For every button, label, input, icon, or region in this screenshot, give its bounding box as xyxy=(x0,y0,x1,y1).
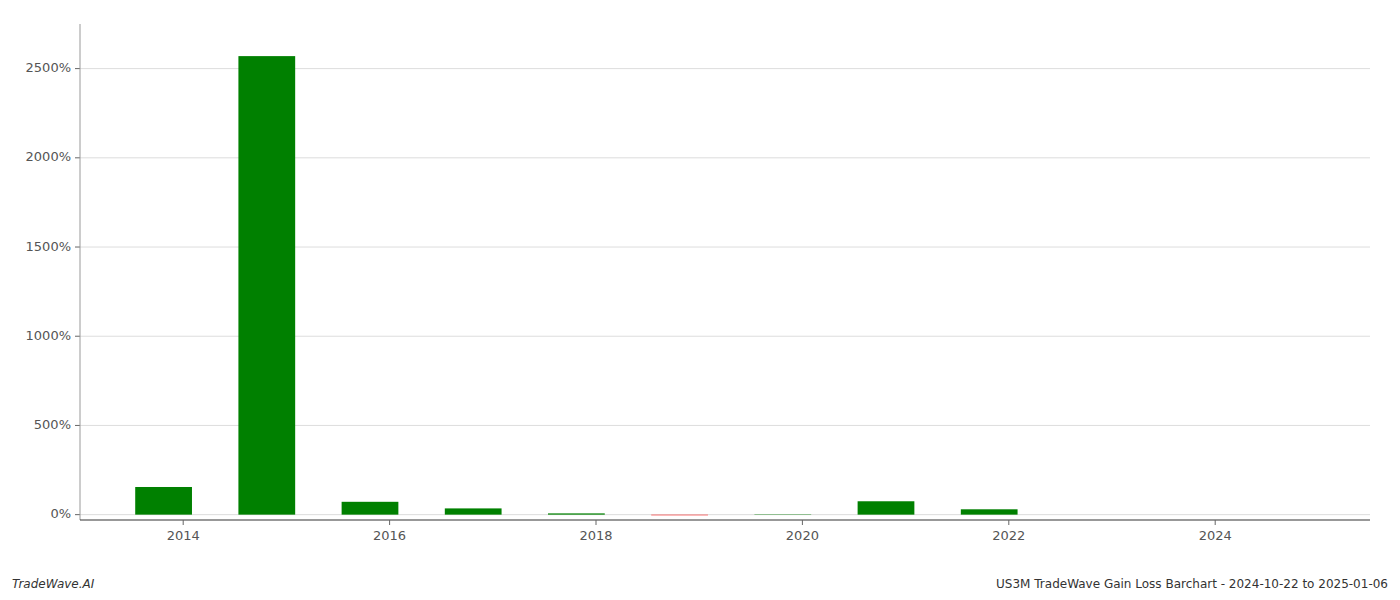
x-tick-label: 2014 xyxy=(167,528,200,543)
chart: 0%500%1000%1500%2000%2500%20142016201820… xyxy=(0,0,1400,600)
x-tick xyxy=(1008,520,1009,525)
x-tick xyxy=(389,520,390,525)
x-tick xyxy=(1215,520,1216,525)
x-tick xyxy=(183,520,184,525)
x-tick-label: 2018 xyxy=(579,528,612,543)
x-tick xyxy=(596,520,597,525)
y-tick xyxy=(75,247,80,248)
x-tick-label: 2016 xyxy=(373,528,406,543)
bar xyxy=(445,508,502,514)
y-tick xyxy=(75,157,80,158)
y-tick-label: 2500% xyxy=(26,60,71,75)
x-tick-label: 2022 xyxy=(992,528,1025,543)
bar xyxy=(1167,514,1224,515)
bar xyxy=(858,501,915,514)
y-tick xyxy=(75,336,80,337)
bar xyxy=(135,487,192,515)
y-tick xyxy=(75,514,80,515)
chart-container: 0%500%1000%1500%2000%2500%20142016201820… xyxy=(0,0,1400,600)
bar xyxy=(754,514,811,515)
footer-text: US3M TradeWave Gain Loss Barchart - 2024… xyxy=(996,577,1388,591)
y-tick-label: 1000% xyxy=(26,328,71,343)
bar xyxy=(238,56,295,515)
bar xyxy=(961,509,1018,514)
y-tick xyxy=(75,425,80,426)
x-tick xyxy=(802,520,803,525)
y-tick-label: 0% xyxy=(50,506,71,521)
footer: TradeWave.AI US3M TradeWave Gain Loss Bar… xyxy=(12,577,1388,591)
y-axis-line xyxy=(80,24,81,520)
bar xyxy=(548,513,605,514)
bar xyxy=(651,514,708,516)
y-tick-label: 500% xyxy=(34,417,71,432)
bar xyxy=(1064,514,1121,515)
y-axis: 0% 500% 1000% 1500% 2000% 2500% xyxy=(26,24,80,521)
bar xyxy=(342,502,399,515)
x-tick-label: 2020 xyxy=(786,528,819,543)
footer-text: TradeWave.AI xyxy=(12,577,95,591)
bars xyxy=(135,56,1017,515)
x-tick-label: 2024 xyxy=(1199,528,1232,543)
y-tick-label: 2000% xyxy=(26,149,71,164)
x-axis: 2014 2016 2018 2020 2022 2024 xyxy=(80,520,1370,543)
y-tick xyxy=(75,68,80,69)
y-tick-label: 1500% xyxy=(26,239,71,254)
x-axis-line xyxy=(80,520,1370,521)
